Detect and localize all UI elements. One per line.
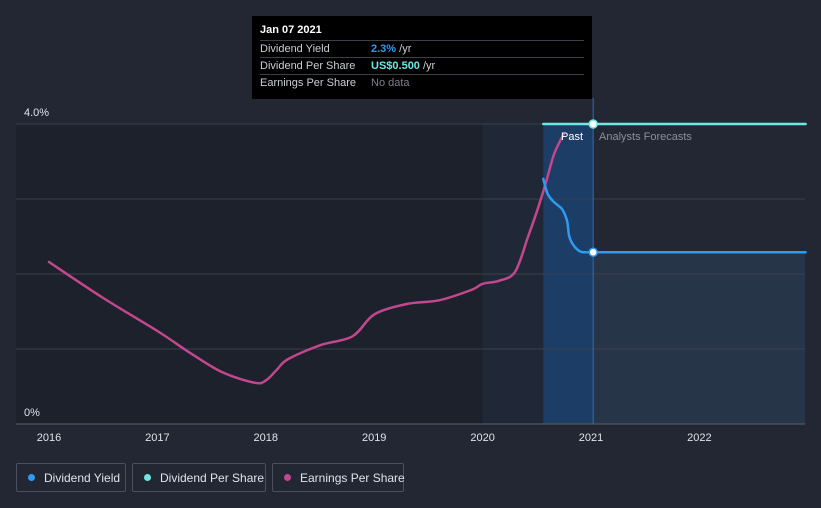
x-tick-label: 2017 [145, 432, 169, 444]
x-tick-label: 2016 [37, 432, 61, 444]
x-tick-label: 2022 [687, 432, 711, 444]
forecast-area [593, 252, 805, 424]
legend-dot [28, 474, 35, 481]
series-marker-dividend-yield [588, 247, 598, 257]
tooltip-value: 2.3% /yr [371, 43, 412, 55]
forecast-label: Analysts Forecasts [599, 131, 692, 143]
x-tick-label: 2018 [254, 432, 278, 444]
tooltip-label: Dividend Per Share [260, 60, 356, 72]
x-axis-ticks: 2016 2017 2018 2019 2020 2021 2022 [37, 432, 712, 444]
tooltip-row-earnings-per-share: Earnings Per Share No data [260, 74, 584, 92]
y-axis-ticks: 4.0% 0% [24, 107, 49, 419]
series-marker-dividend-per-share [588, 119, 598, 129]
tooltip-value: No data [371, 77, 410, 89]
legend-item-dividend-yield[interactable]: Dividend Yield [16, 463, 126, 492]
legend-label: Earnings Per Share [300, 471, 405, 485]
tooltip-value: US$0.500 /yr [371, 60, 436, 72]
tooltip-label: Earnings Per Share [260, 77, 356, 89]
past-label: Past [561, 131, 583, 143]
legend-dot [284, 474, 291, 481]
legend-label: Dividend Yield [44, 471, 121, 485]
series-line-earnings-per-share [47, 132, 566, 385]
tooltip: Jan 07 2021 Dividend Yield 2.3% /yr Divi… [252, 16, 592, 99]
y-tick-label: 0% [24, 407, 40, 419]
x-tick-label: 2019 [362, 432, 386, 444]
legend-item-earnings-per-share[interactable]: Earnings Per Share [272, 463, 405, 492]
series-layer [47, 119, 807, 385]
series-line-dividend-yield [542, 177, 807, 254]
x-tick-label: 2020 [470, 432, 494, 444]
x-tick-label: 2021 [579, 432, 603, 444]
legend-item-dividend-per-share[interactable]: Dividend Per Share [132, 463, 266, 492]
tooltip-date: Jan 07 2021 [260, 24, 322, 36]
y-tick-label: 4.0% [24, 107, 49, 119]
tooltip-label: Dividend Yield [260, 43, 330, 55]
legend-label: Dividend Per Share [160, 471, 265, 485]
tooltip-row-dividend-yield: Dividend Yield 2.3% /yr [260, 40, 584, 58]
legend-dot [144, 474, 151, 481]
tooltip-row-dividend-per-share: Dividend Per Share US$0.500 /yr [260, 57, 584, 75]
